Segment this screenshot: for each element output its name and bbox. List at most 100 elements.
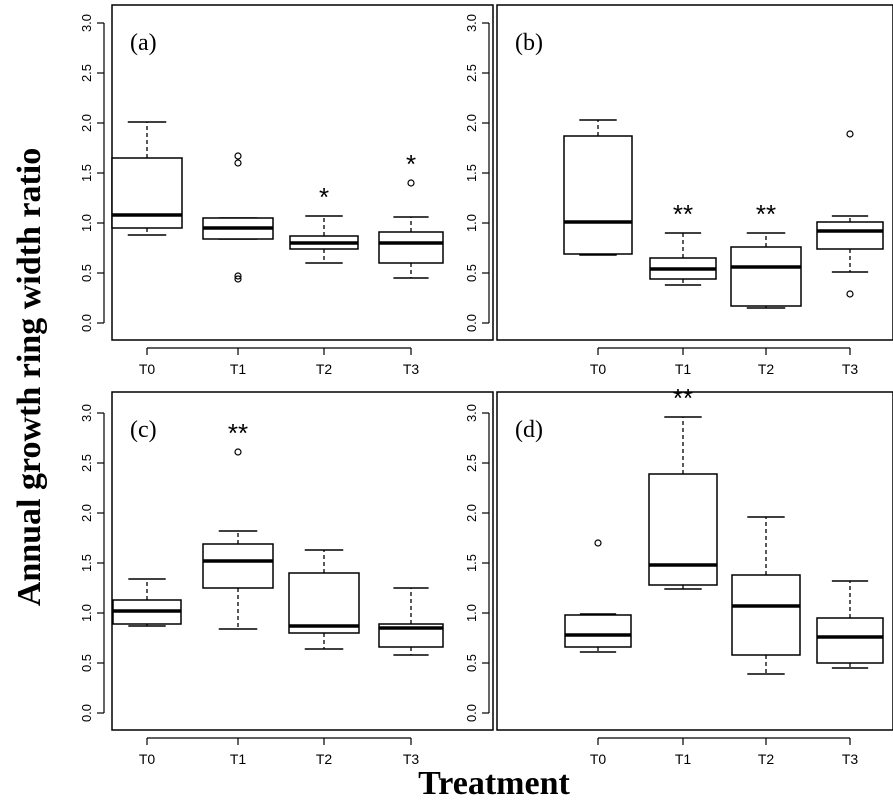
box-T0 [111, 121, 183, 236]
y-tick-label: 2.5 [464, 64, 479, 82]
y-tick-label: 2.0 [79, 114, 94, 132]
y-tick-label: 1.5 [79, 554, 94, 572]
box-iqr [816, 617, 884, 664]
box-T3 [816, 130, 884, 298]
box-T1: ** [202, 418, 274, 630]
y-tick-label: 0.0 [79, 314, 94, 332]
box-iqr [111, 157, 183, 229]
panel-d: 0.0 0.5 1.0 1.5 2.0 2.5 3.0 T0 T1 T2 T3 (d) ** [464, 383, 893, 767]
plot-frame [496, 4, 893, 341]
outlier-point [234, 152, 242, 160]
plot-frame [496, 391, 893, 731]
x-tick-label: T0 [590, 361, 607, 377]
x-tick-label: T1 [230, 361, 247, 377]
significance-marker: ** [228, 418, 248, 448]
y-tick-label: 3.0 [79, 14, 94, 32]
significance-marker: * [319, 182, 329, 212]
x-tick-label: T3 [403, 751, 420, 767]
panel-label: (b) [515, 30, 543, 56]
box-iqr [731, 574, 801, 656]
y-tick-label: 1.5 [79, 164, 94, 182]
significance-marker: ** [673, 383, 693, 413]
panel-label: (c) [130, 417, 157, 443]
x-axis-title: Treatment [418, 765, 570, 802]
box-T2 [288, 549, 360, 650]
box-iqr [202, 543, 274, 589]
outlier-point [846, 130, 854, 138]
x-tick-label: T2 [316, 751, 333, 767]
y-tick-label: 0.5 [464, 264, 479, 282]
box-T1: ** [649, 199, 717, 286]
y-tick-label: 1.5 [464, 554, 479, 572]
y-tick-label: 1.5 [464, 164, 479, 182]
box-iqr [648, 473, 718, 586]
x-tick-label: T3 [842, 361, 859, 377]
outlier-point [846, 290, 854, 298]
y-tick-label: 0.5 [79, 264, 94, 282]
significance-marker: ** [756, 199, 776, 229]
x-tick-label: T2 [758, 361, 775, 377]
y-tick-label: 0.0 [464, 314, 479, 332]
box-iqr [563, 135, 633, 255]
y-axis-title: Annual growth ring width ratio [11, 148, 48, 606]
y-tick-label: 2.0 [464, 114, 479, 132]
x-tick-label: T3 [403, 361, 420, 377]
y-tick-label: 0.5 [464, 654, 479, 672]
x-tick-label: T0 [139, 751, 156, 767]
y-tick-label: 3.0 [79, 404, 94, 422]
y-tick-label: 2.5 [79, 454, 94, 472]
box-T2 [731, 516, 801, 675]
x-tick-label: T0 [139, 361, 156, 377]
box-T3: * [378, 149, 444, 279]
y-tick-label: 1.0 [464, 214, 479, 232]
box-iqr [564, 614, 632, 648]
panel-b: 0.0 0.5 1.0 1.5 2.0 2.5 3.0 T0 T1 T2 T3 (b) ** ** [464, 4, 893, 377]
outlier-point [234, 272, 242, 280]
box-T0 [564, 539, 632, 653]
y-tick-label: 2.5 [464, 454, 479, 472]
outlier-point [234, 275, 242, 283]
box-T2: ** [730, 199, 802, 309]
box-T0 [112, 578, 182, 627]
panels: 0.00.51.01.52.02.53.0T0 T1 T2 T3(a)**0.00.5… [79, 4, 893, 767]
panel-label: (a) [130, 30, 157, 56]
x-tick-label: T2 [316, 361, 333, 377]
significance-marker: * [406, 149, 416, 179]
y-tick-label: 3.0 [464, 14, 479, 32]
y-tick-label: 0.5 [79, 654, 94, 672]
box-T1 [202, 152, 274, 283]
box-iqr [730, 246, 802, 307]
y-tick-label: 0.0 [464, 704, 479, 722]
y-tick-label: 2.0 [79, 504, 94, 522]
x-tick-label: T1 [675, 751, 692, 767]
y-tick-label: 1.0 [79, 604, 94, 622]
box-T2: * [289, 182, 359, 264]
y-tick-label: 3.0 [464, 404, 479, 422]
box-iqr [816, 221, 884, 250]
box-T3 [378, 587, 444, 656]
y-tick-label: 2.5 [79, 64, 94, 82]
box-T3 [816, 580, 884, 669]
panel-a: 0.0 0.5 1.0 1.5 2.0 2.5 3.0 T0 T1 T2 T3 (a) * * [79, 4, 494, 377]
outlier-point [407, 179, 415, 187]
y-tick-label: 1.0 [79, 214, 94, 232]
panel-label: (d) [515, 417, 543, 443]
x-tick-label: T0 [590, 751, 607, 767]
x-tick-label: T1 [230, 751, 247, 767]
box-T0 [563, 119, 633, 256]
x-tick-label: T3 [842, 751, 859, 767]
outlier-point [594, 539, 602, 547]
x-tick-label: T1 [675, 361, 692, 377]
box-iqr [288, 572, 360, 634]
y-tick-label: 2.0 [464, 504, 479, 522]
significance-marker: ** [673, 199, 693, 229]
box-iqr [378, 231, 444, 264]
outlier-point [234, 448, 242, 456]
box-T1: ** [648, 383, 718, 590]
plot-frame [111, 391, 494, 731]
outlier-point [234, 159, 242, 167]
panel-c: 0.0 0.5 1.0 1.5 2.0 2.5 3.0 T0 T1 T2 T3 (c) ** [79, 391, 494, 767]
x-tick-label: T2 [758, 751, 775, 767]
y-tick-label: 0.0 [79, 704, 94, 722]
